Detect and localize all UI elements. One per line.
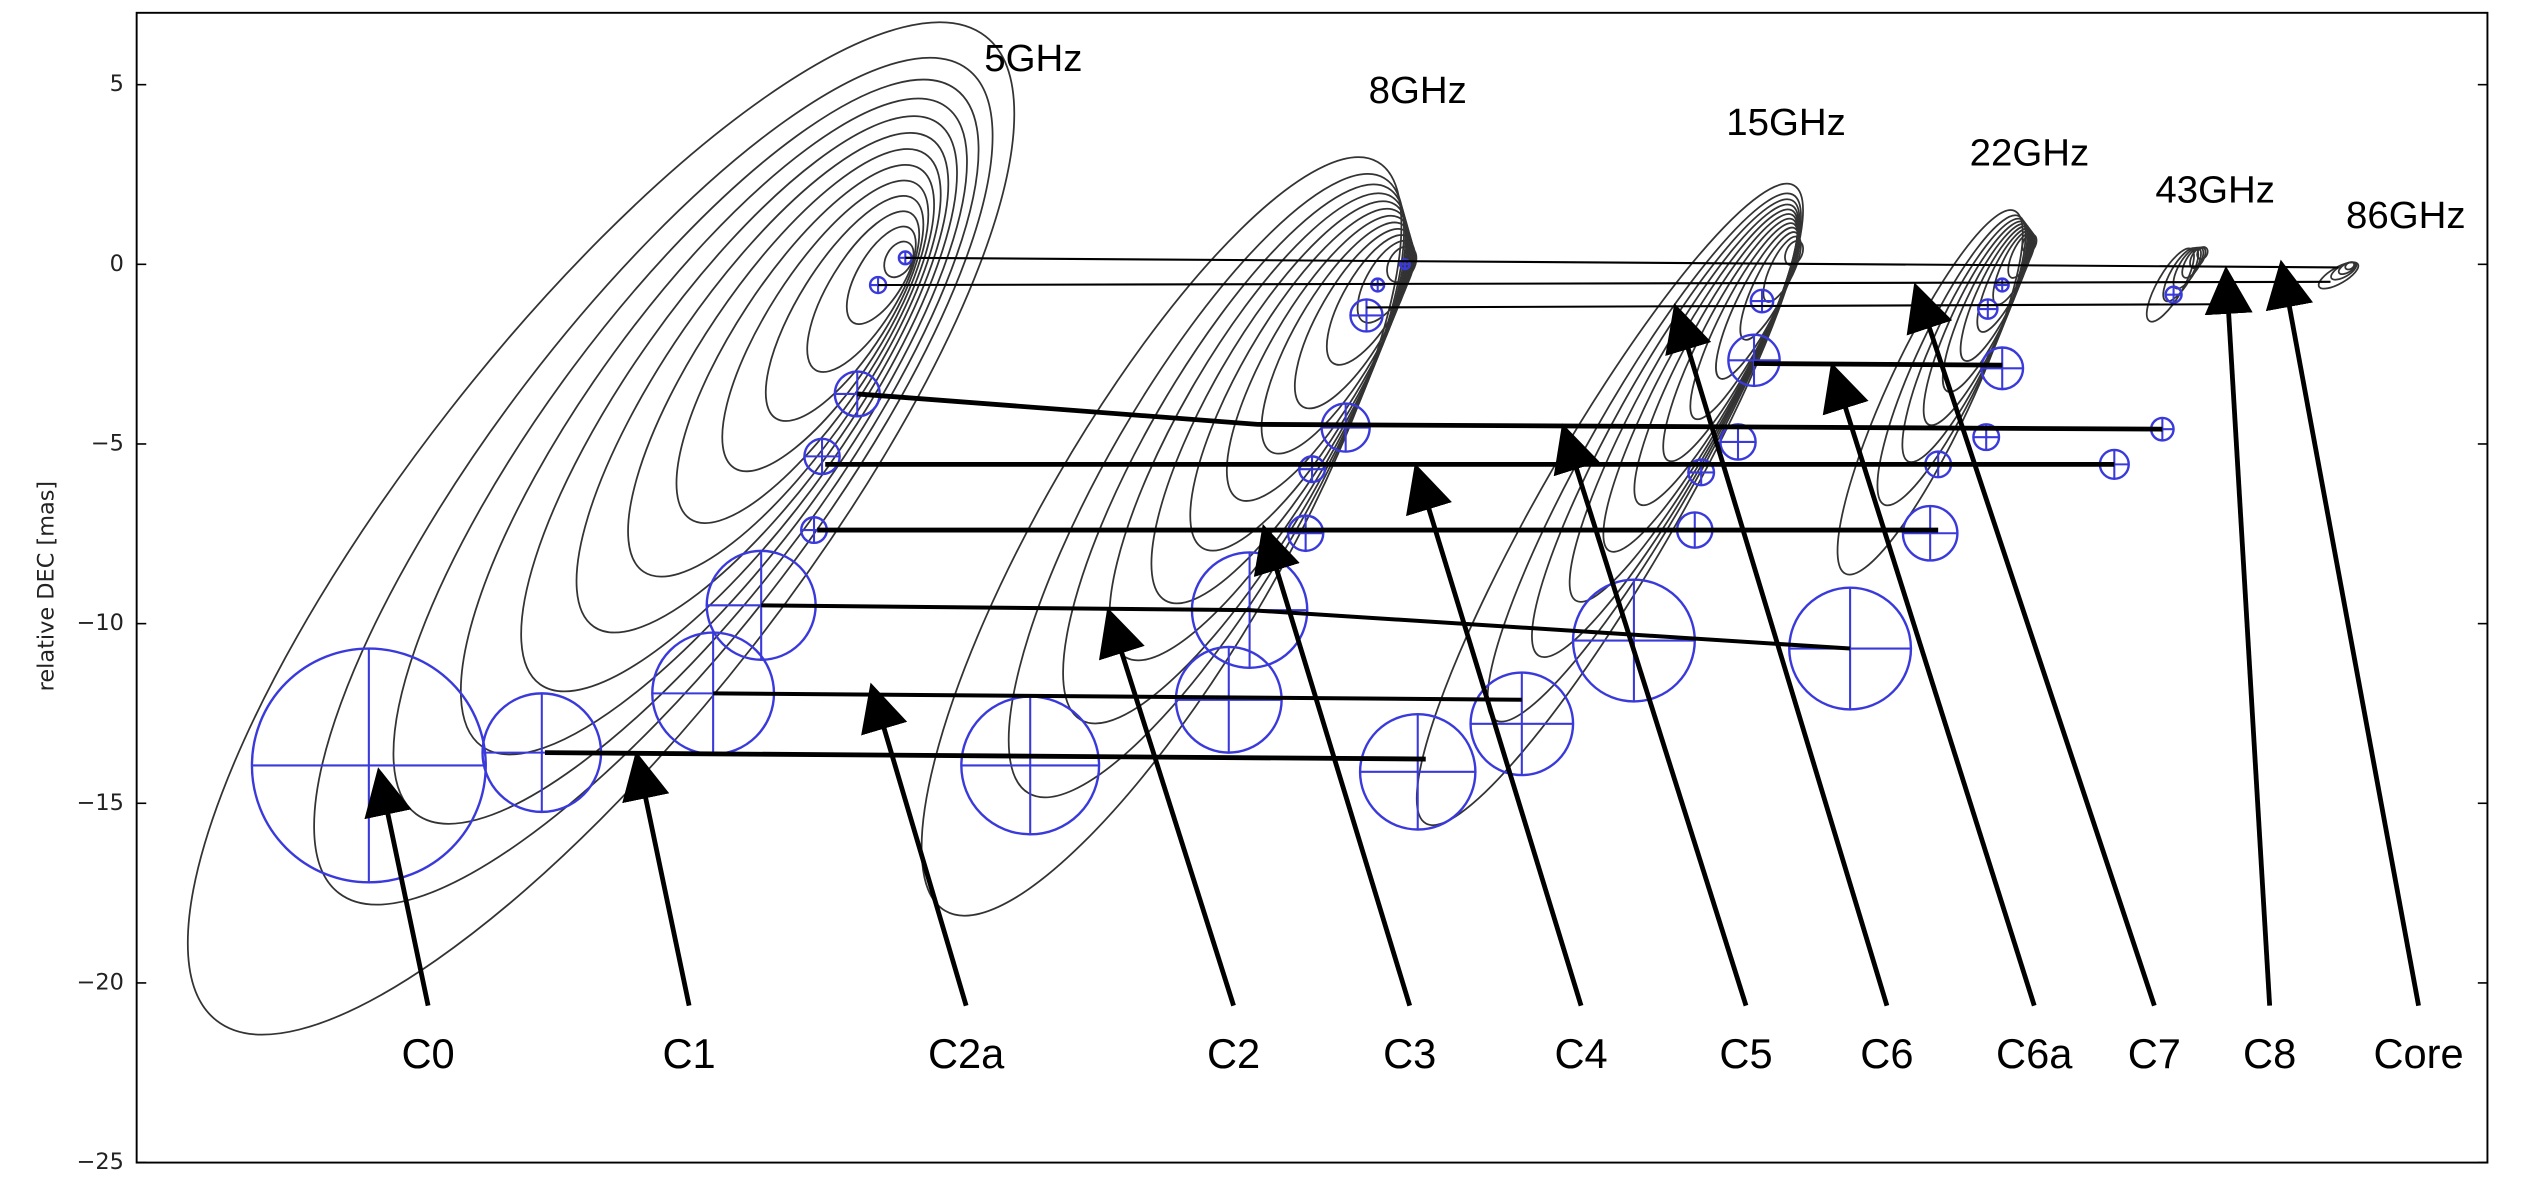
page: {"chart_data":{"type":"contour-map","y_l…: [0, 0, 2528, 1185]
component-label: C5: [1719, 1030, 1772, 1077]
y-tick-label: −5: [91, 430, 124, 456]
y-tick-label: −15: [77, 790, 124, 816]
y-tick-label: −10: [77, 610, 124, 636]
component-label: C4: [1554, 1030, 1607, 1077]
component-label: C8: [2243, 1030, 2296, 1077]
component-label: C3: [1383, 1030, 1436, 1077]
y-tick-label: −20: [77, 969, 124, 995]
y-axis-label: relative DEC [mas]: [33, 481, 59, 692]
frequency-label: 22GHz: [1970, 131, 2090, 174]
component-label: C0: [401, 1030, 454, 1077]
component-label: C6a: [1996, 1030, 2073, 1077]
y-tick-label: −25: [77, 1149, 124, 1175]
figure: relative DEC [mas] 5 0 −5 −10 −15 −20 −25 5GHz 8…: [0, 0, 2528, 1185]
component-label: C1: [663, 1030, 716, 1077]
plot-frame: [137, 13, 2488, 1163]
component-label: C2a: [928, 1030, 1005, 1077]
component-label: C7: [2128, 1030, 2181, 1077]
frequency-label: 43GHz: [2155, 168, 2275, 211]
frequency-label: 86GHz: [2346, 194, 2466, 237]
y-tick-label: 0: [110, 251, 124, 277]
component-label: C6: [1860, 1030, 1913, 1077]
frequency-label: 8GHz: [1369, 69, 1467, 112]
frequency-label: 5GHz: [984, 37, 1082, 80]
component-label: C2: [1207, 1030, 1260, 1077]
frequency-label: 15GHz: [1726, 101, 1846, 144]
component-label: Core: [2373, 1030, 2463, 1077]
y-tick-label: 5: [110, 71, 124, 97]
